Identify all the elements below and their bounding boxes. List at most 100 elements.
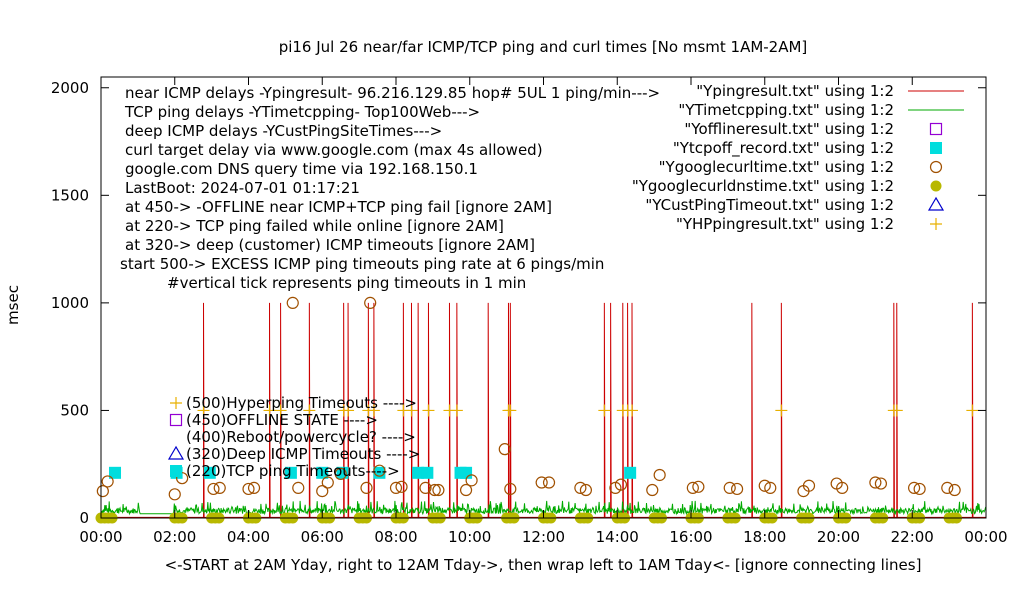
- data-point: [504, 404, 517, 417]
- legend-label: "Ygooglecurldnstime.txt" using 1:2: [632, 177, 894, 195]
- x-tick-label: 14:00: [596, 528, 639, 546]
- data-point: [836, 481, 849, 494]
- data-point: [626, 404, 638, 417]
- info-line: at 320-> deep (customer) ICMP timeouts […: [125, 236, 535, 254]
- legend-label: "Ypingresult.txt" using 1:2: [696, 82, 894, 100]
- key-symbol: [167, 445, 185, 460]
- y-tick-label: 2000: [51, 79, 89, 97]
- x-tick-label: 06:00: [301, 528, 344, 546]
- info-line: start 500-> EXCESS ICMP ping timeouts pi…: [120, 255, 604, 273]
- y-axis-label: msec: [4, 285, 22, 325]
- info-line: LastBoot: 2024-07-01 01:17:21: [125, 179, 360, 197]
- data-point: [646, 483, 659, 497]
- data-point: [316, 485, 329, 498]
- y-tick-label: 500: [60, 401, 89, 419]
- data-point: [360, 481, 373, 494]
- data-point: [907, 481, 921, 494]
- data-point: [367, 404, 380, 417]
- legend: "Ypingresult.txt" using 1:2"YTimetcpping…: [632, 82, 964, 233]
- data-point: [334, 467, 347, 480]
- data-point: [432, 483, 445, 497]
- data-point: [574, 481, 587, 494]
- data-point: [730, 482, 744, 496]
- data-point: [913, 482, 926, 496]
- data-point: [498, 443, 511, 456]
- info-line: deep ICMP delays -YCustPingSiteTimes--->: [125, 122, 442, 140]
- info-line: curl target delay via www.google.com (ma…: [125, 141, 543, 159]
- data-point: [422, 404, 435, 417]
- axes-layer: 0 500 1000 1500 2000 00:00 02:00 04:00 06:00 08:0…: [51, 76, 1008, 546]
- data-point: [428, 483, 441, 497]
- info-line: at 450-> -OFFLINE near ICMP+TCP ping fai…: [125, 198, 552, 216]
- x-tick-label: 16:00: [669, 528, 712, 546]
- data-point: [802, 479, 816, 492]
- data-point: [168, 488, 181, 501]
- legend-symbol: [929, 122, 943, 136]
- data-point: [874, 477, 888, 490]
- legend-label: "YTimetcpping.txt" using 1:2: [678, 101, 894, 119]
- x-tick-label: 12:00: [522, 528, 565, 546]
- x-tick-label: 00:00: [964, 528, 1007, 546]
- data-point: [775, 404, 788, 417]
- data-point: [579, 483, 593, 497]
- x-tick-label: 04:00: [227, 528, 270, 546]
- data-point: [342, 404, 355, 417]
- data-point: [966, 404, 979, 417]
- x-tick-label: 00:00: [79, 528, 122, 546]
- data-point: [274, 404, 287, 417]
- series-line-near-icmp: [101, 302, 986, 518]
- x-tick-label: 18:00: [743, 528, 786, 546]
- data-point: [692, 480, 705, 493]
- legend-label: "Ytcpoff_record.txt" using 1:2: [673, 139, 894, 158]
- legend-label: "YHPpingresult.txt" using 1:2: [676, 215, 894, 233]
- data-point: [203, 466, 216, 479]
- data-point: [723, 481, 736, 494]
- data-point: [542, 476, 556, 489]
- info-text-block: near ICMP delays -Ypingresult- 96.216.12…: [120, 84, 660, 292]
- key-line: (400)Reboot/powercycle? ---->: [186, 428, 416, 446]
- data-point: [465, 474, 478, 487]
- data-point: [504, 482, 517, 496]
- data-point: [316, 466, 329, 479]
- data-point: [247, 481, 261, 494]
- key-symbol: [169, 413, 183, 427]
- data-point: [758, 479, 771, 492]
- info-line: near ICMP delays -Ypingresult- 96.216.12…: [125, 84, 660, 102]
- info-line: #vertical tick represents ping timeouts …: [167, 274, 526, 292]
- legend-symbol: [930, 218, 942, 230]
- legend-label: "Yofflineresult.txt" using 1:2: [684, 120, 894, 138]
- data-point: [450, 404, 463, 417]
- chart-title: pi16 Jul 26 near/far ICMP/TCP ping and c…: [279, 38, 808, 56]
- data-point: [101, 475, 114, 488]
- key-line: (320)Deep ICMP Timeouts ---->: [186, 445, 420, 463]
- data-point: [598, 404, 611, 417]
- key-line: (450)OFFLINE STATE ---->: [186, 411, 378, 429]
- series-4: [96, 296, 961, 501]
- series-0: [101, 302, 986, 518]
- data-point: [303, 404, 316, 417]
- data-point: [292, 481, 305, 494]
- data-point: [207, 482, 220, 496]
- data-point: [653, 468, 666, 482]
- data-point: [686, 481, 699, 494]
- status-key-block: (500)Hyperping Timeouts ---->(450)OFFLIN…: [167, 394, 420, 480]
- legend-symbol: [929, 160, 943, 174]
- data-point: [869, 476, 882, 489]
- legend-label: "YCustPingTimeout.txt" using 1:2: [645, 196, 894, 214]
- data-point: [460, 466, 473, 479]
- key-line: (220)TCP ping Timeouts---->: [186, 462, 400, 480]
- legend-symbol: [930, 142, 942, 154]
- data-point: [395, 480, 408, 493]
- data-point: [242, 482, 255, 496]
- data-point: [263, 404, 276, 417]
- data-point: [419, 481, 432, 494]
- y-tick-label: 0: [79, 509, 89, 527]
- data-point: [459, 483, 473, 497]
- data-point: [286, 296, 299, 309]
- x-tick-label: 20:00: [817, 528, 860, 546]
- data-point: [941, 481, 954, 494]
- data-point: [614, 478, 628, 491]
- data-point: [321, 476, 334, 489]
- data-point: [624, 466, 637, 479]
